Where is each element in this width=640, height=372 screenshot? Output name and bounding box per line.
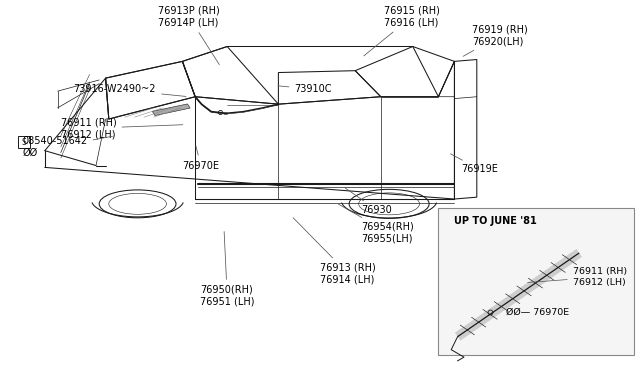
Text: 76919 (RH)
76920(LH): 76919 (RH) 76920(LH) [463,25,528,56]
Text: 76913P (RH)
76914P (LH): 76913P (RH) 76914P (LH) [158,6,220,65]
Text: 76954(RH)
76955(LH): 76954(RH) 76955(LH) [339,204,414,243]
Text: ØØ— 76970E: ØØ— 76970E [506,308,569,317]
Text: 76950(RH)
76951 (LH): 76950(RH) 76951 (LH) [200,231,255,307]
Text: 76919E: 76919E [451,154,498,174]
Bar [438,208,634,355]
Text: S: S [21,138,26,147]
Text: UP TO JUNE '81: UP TO JUNE '81 [454,216,537,226]
Text: ^769^0.59: ^769^0.59 [556,343,605,352]
Text: 76913 (RH)
76914 (LH): 76913 (RH) 76914 (LH) [293,218,376,284]
Text: 76911 (RH)
76912 (LH): 76911 (RH) 76912 (LH) [527,267,627,287]
Text: 76970E: 76970E [182,146,220,170]
Text: 73916-W2490~2: 73916-W2490~2 [74,84,186,96]
FancyArrow shape [152,104,190,116]
Text: 76915 (RH)
76916 (LH): 76915 (RH) 76916 (LH) [364,6,440,56]
Text: 76930: 76930 [345,187,392,215]
Text: 73910C: 73910C [278,84,332,94]
Text: 76911 (RH)
76912 (LH): 76911 (RH) 76912 (LH) [61,118,183,139]
Text: 08540-51642
ØØ: 08540-51642 ØØ [22,136,113,158]
